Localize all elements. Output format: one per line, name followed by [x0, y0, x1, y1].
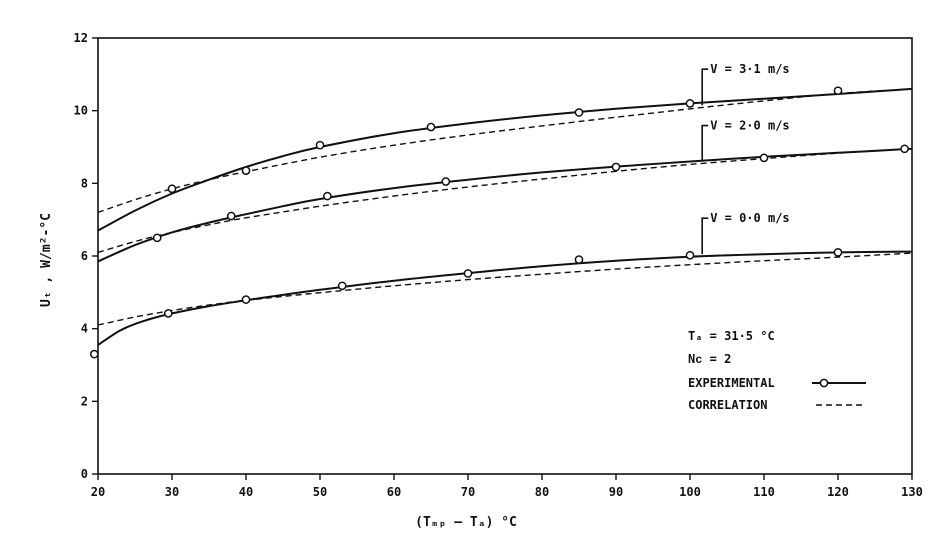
- experimental-point: [833, 248, 843, 257]
- points-group: [89, 86, 909, 359]
- experimental-point: [323, 191, 332, 201]
- curve-label-2: V = 0·0 m/s: [710, 211, 789, 225]
- x-tick-label: 80: [535, 485, 549, 499]
- x-tick-label: 120: [827, 485, 849, 499]
- curves-group: [97, 87, 913, 346]
- x-tick-label: 30: [165, 485, 179, 499]
- experimental-point: [89, 349, 99, 359]
- y-tick-label: 2: [81, 394, 88, 408]
- experimental-point: [759, 153, 769, 163]
- experimental-point: [833, 86, 843, 96]
- plot-frame: [97, 37, 913, 475]
- x-axis-label: (Tₘₚ – Tₐ) °C: [415, 515, 517, 530]
- x-tick-label: 60: [387, 485, 401, 499]
- y-tick-label: 8: [81, 176, 88, 190]
- curve-labels-group: V = 3·1 m/s V = 2·0 m/s V = 0·0 m/s: [701, 62, 790, 255]
- x-tick-label: 20: [91, 485, 105, 499]
- y-tick-label: 6: [81, 249, 88, 263]
- experimental-point: [685, 250, 695, 260]
- experimental-point: [152, 233, 162, 243]
- correlation-curve-2: [97, 252, 913, 326]
- y-axis-label: Uₜ , W/m²-°C: [39, 213, 54, 307]
- experimental-point: [685, 99, 695, 108]
- experimental-point: [241, 295, 251, 304]
- experimental-point: [574, 255, 584, 264]
- curve-label-leader-1: [701, 124, 709, 162]
- x-tick-label: 50: [313, 485, 327, 499]
- experimental-curve-0: [97, 87, 913, 232]
- curve-label-leader-0: [701, 68, 709, 106]
- y-tick-label: 10: [74, 104, 88, 118]
- x-tick-label: 130: [901, 485, 923, 499]
- y-tick-label: 12: [74, 31, 88, 45]
- correlation-curve-0: [97, 88, 913, 214]
- y-tick-label: 0: [81, 467, 88, 481]
- curve-label-leader-2: [701, 217, 709, 255]
- experimental-point: [574, 108, 584, 117]
- experimental-point: [167, 184, 177, 194]
- experimental-point: [463, 269, 473, 278]
- experimental-point: [241, 166, 251, 175]
- x-tick-label: 90: [609, 485, 623, 499]
- annotation-cover-count: Nᴄ = 2: [688, 352, 731, 366]
- experimental-point: [441, 177, 451, 186]
- legend-experimental-label: EXPERIMENTAL: [688, 376, 775, 390]
- experimental-point: [611, 162, 621, 172]
- experimental-point: [900, 144, 909, 154]
- legend-group: [812, 378, 866, 406]
- correlation-curve-1: [97, 148, 913, 254]
- curve-label-0: V = 3·1 m/s: [710, 62, 789, 76]
- experimental-curve-1: [97, 147, 913, 263]
- experimental-point: [163, 309, 173, 318]
- x-tick-label: 100: [679, 485, 701, 499]
- x-tick-label: 70: [461, 485, 475, 499]
- experimental-point: [226, 211, 236, 221]
- annotation-ambient-temp: Tₐ = 31·5 °C: [688, 329, 775, 343]
- curve-label-1: V = 2·0 m/s: [710, 119, 789, 133]
- experimental-point: [426, 122, 436, 132]
- experimental-point: [315, 140, 325, 150]
- x-tick-label: 110: [753, 485, 775, 499]
- experimental-curve-2: [97, 250, 913, 346]
- axes-group: 20 30 40 50 60 70 80 90 100 110 120 130 0 2 4 6 8 10 12: [74, 31, 923, 499]
- legend-correlation-label: CORRELATION: [688, 398, 767, 412]
- x-tick-label: 40: [239, 485, 253, 499]
- experimental-point: [337, 281, 347, 291]
- legend-experimental-marker: [819, 378, 829, 388]
- y-tick-label: 4: [81, 322, 88, 336]
